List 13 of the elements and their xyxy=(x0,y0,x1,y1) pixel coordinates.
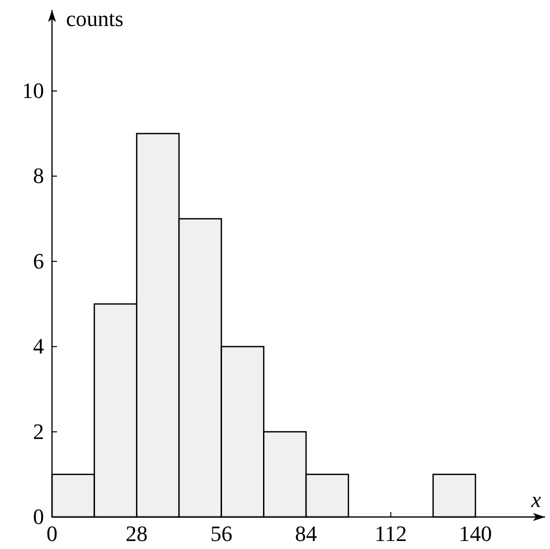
x-axis-title: x xyxy=(530,487,542,512)
y-tick-label: 0 xyxy=(33,504,44,529)
x-tick-label: 140 xyxy=(458,521,492,546)
y-tick-label: 6 xyxy=(33,248,44,274)
y-tick-label: 10 xyxy=(22,78,44,103)
x-tick-label: 56 xyxy=(210,521,232,546)
y-tick-label: 4 xyxy=(33,334,44,359)
y-axis-title: counts xyxy=(66,6,124,31)
y-tick-label: 2 xyxy=(33,418,44,444)
x-tick-label: 28 xyxy=(126,521,148,546)
x-tick-label: 112 xyxy=(374,521,407,546)
x-tick-label: 84 xyxy=(295,521,318,546)
y-tick-label: 8 xyxy=(33,163,44,188)
